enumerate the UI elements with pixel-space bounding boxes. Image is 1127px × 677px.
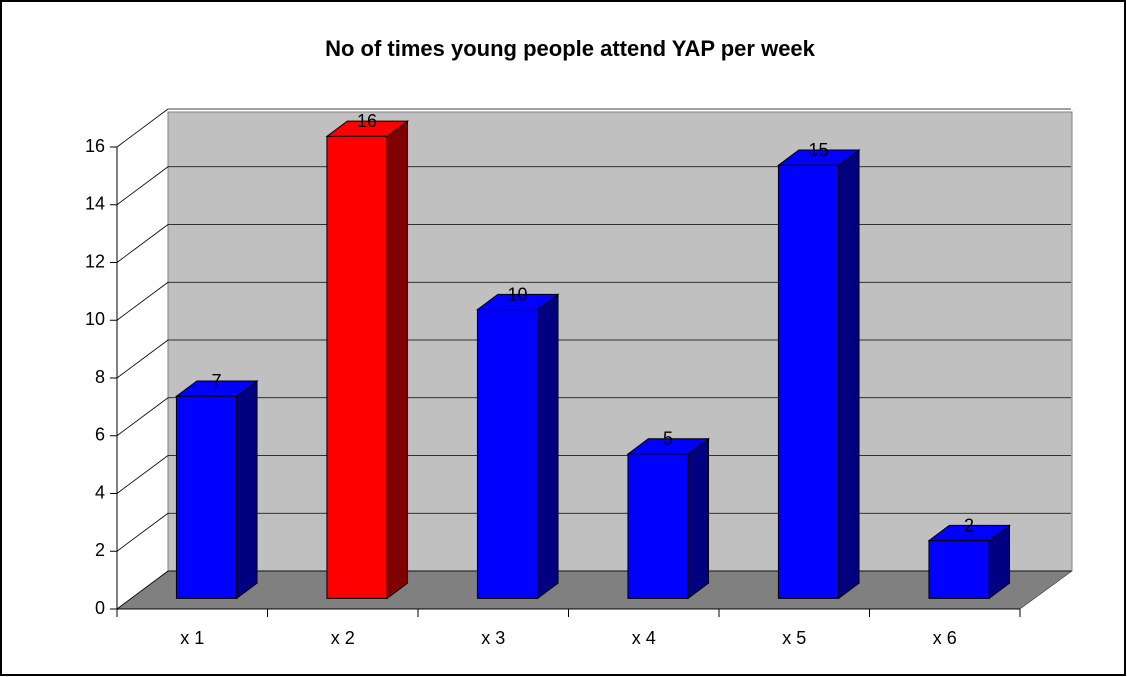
bar: [326, 135, 388, 599]
x-tick-label: x 5: [782, 628, 806, 648]
data-label: 2: [964, 515, 974, 535]
bar-side: [838, 149, 860, 600]
data-label: 5: [663, 429, 673, 449]
side-grid-line: [116, 570, 169, 610]
bar: [928, 540, 990, 599]
x-tick-label: x 2: [331, 628, 355, 648]
data-label: 16: [357, 111, 377, 131]
bar: [627, 453, 689, 599]
bar-side: [386, 120, 409, 600]
side-grid-line: [116, 224, 169, 263]
side-grid-line: [116, 108, 169, 148]
y-tick-label: 16: [85, 136, 105, 156]
x-tick-label: x 3: [481, 628, 505, 648]
y-tick-label: 4: [95, 482, 105, 502]
data-label: 7: [212, 371, 222, 391]
side-grid-line: [116, 397, 169, 437]
x-tick-label: x 4: [632, 628, 656, 648]
y-tick-label: 10: [85, 309, 105, 329]
bar-side: [236, 380, 258, 600]
y-tick-label: 2: [95, 540, 105, 560]
bar: [777, 164, 840, 599]
bar-side: [687, 437, 710, 600]
side-grid-line: [116, 455, 169, 494]
bar: [175, 395, 238, 599]
x-tick-label: x 6: [933, 628, 957, 648]
x-tick-label: x 1: [180, 628, 204, 648]
y-tick-label: 6: [95, 425, 105, 445]
y-tick-label: 0: [95, 598, 105, 618]
data-label: 10: [508, 284, 528, 304]
side-grid-line: [116, 512, 169, 552]
y-tick-label: 14: [85, 194, 105, 214]
data-label: 15: [809, 140, 829, 160]
back-wall: [167, 111, 1073, 572]
chart-title: No of times young people attend YAP per …: [325, 36, 816, 61]
side-grid-line: [116, 339, 169, 379]
y-tick-label: 8: [95, 367, 105, 387]
bar-side: [537, 293, 559, 600]
y-tick-label: 12: [85, 251, 105, 271]
side-grid-line: [116, 281, 169, 321]
bar: [476, 309, 539, 599]
side-grid-line: [116, 166, 169, 206]
